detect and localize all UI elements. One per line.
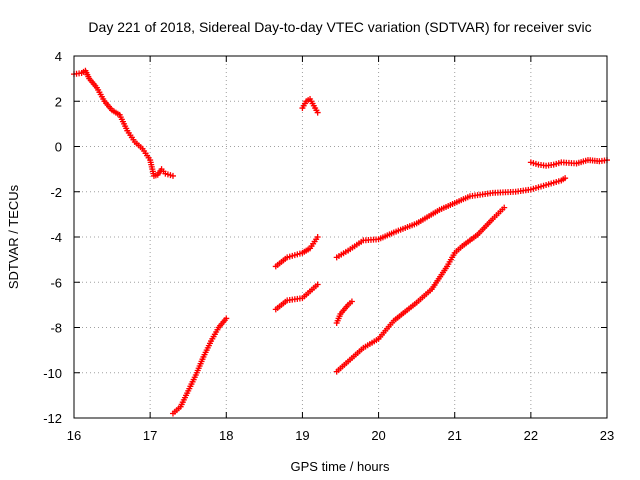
- data-point: [314, 109, 321, 116]
- y-tick-label: 0: [55, 140, 62, 155]
- y-tick-label: -8: [50, 321, 62, 336]
- data-point: [562, 175, 569, 182]
- x-tick-label: 21: [447, 428, 461, 443]
- y-axis-label: SDTVAR / TECUs: [6, 184, 21, 289]
- x-axis: 16 17 18 19 20 21 22 23: [67, 56, 614, 443]
- data-point: [223, 315, 230, 322]
- series-arc-4: [272, 234, 321, 270]
- x-tick-label: 17: [143, 428, 157, 443]
- y-tick-label: -2: [50, 185, 62, 200]
- y-tick-label: -6: [50, 275, 62, 290]
- data-point: [501, 204, 508, 211]
- data-point: [314, 234, 321, 240]
- y-tick-label: 2: [55, 94, 62, 109]
- x-tick-label: 20: [371, 428, 385, 443]
- data-point: [169, 172, 176, 179]
- x-tick-label: 18: [219, 428, 233, 443]
- y-tick-label: 4: [55, 49, 62, 64]
- y-tick-label: -10: [43, 366, 62, 381]
- series-arc-7: [333, 298, 355, 326]
- y-tick-label: -4: [50, 230, 62, 245]
- grid: [74, 56, 607, 418]
- series-arc-9: [527, 157, 610, 169]
- data-point: [314, 281, 321, 288]
- series-layer: [71, 67, 610, 417]
- x-tick-label: 16: [67, 428, 81, 443]
- series-arc-5: [272, 281, 321, 313]
- x-tick-label: 23: [600, 428, 614, 443]
- x-tick-label: 19: [295, 428, 309, 443]
- x-axis-label: GPS time / hours: [291, 459, 390, 474]
- y-tick-label: -12: [43, 411, 62, 426]
- plot-frame: [73, 55, 608, 419]
- chart-title: Day 221 of 2018, Sidereal Day-to-day VTE…: [88, 19, 591, 35]
- series-arc-3: [299, 95, 321, 116]
- series-arc-1: [71, 67, 176, 179]
- series-arc-6: [333, 175, 569, 261]
- y-axis: 4 2 0 -2 -4 -6 -8 -10 -12: [43, 49, 607, 426]
- series-arc-8: [333, 204, 508, 375]
- data-point: [348, 298, 355, 305]
- series-arc-2: [169, 315, 230, 417]
- x-tick-label: 22: [524, 428, 538, 443]
